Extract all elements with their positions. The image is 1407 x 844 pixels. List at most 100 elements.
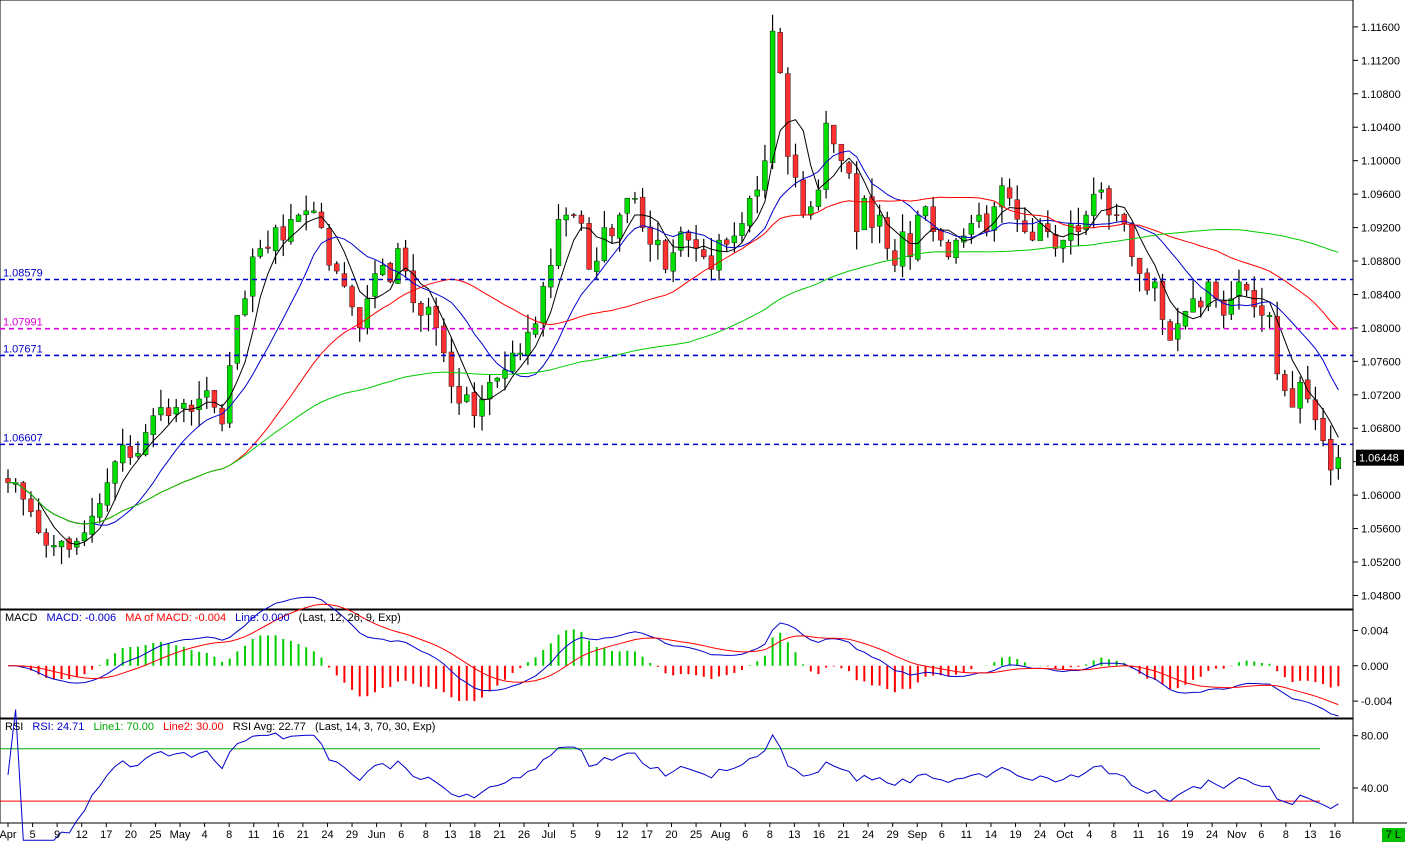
candle-body xyxy=(448,351,455,387)
price-axis-label: 1.11600 xyxy=(1361,22,1400,34)
time-axis-label: 16 xyxy=(272,829,284,841)
candle-body xyxy=(762,160,768,191)
candle-body xyxy=(35,510,42,533)
candle-body xyxy=(792,154,799,178)
candle-body xyxy=(456,386,462,404)
level-label: 1.07671 xyxy=(3,343,43,355)
time-axis-label: 6 xyxy=(398,829,404,841)
candle-body xyxy=(1060,239,1066,249)
candle-body xyxy=(525,331,531,356)
candle-body xyxy=(326,228,332,266)
candle-body xyxy=(571,214,577,216)
candle-body xyxy=(135,453,141,457)
candle-body xyxy=(693,239,699,249)
price-axis-label: 1.08000 xyxy=(1361,323,1401,335)
candle-body xyxy=(1106,188,1112,216)
candle-body xyxy=(815,189,822,207)
candle-body xyxy=(701,249,707,258)
candle-body xyxy=(578,214,585,224)
macd-line-value: Line: 0.000 xyxy=(235,612,290,624)
candle-body xyxy=(349,286,355,308)
candle-body xyxy=(181,402,187,409)
candle-body xyxy=(785,73,791,157)
candle-body xyxy=(938,229,944,241)
candle-body xyxy=(303,210,309,216)
candle-body xyxy=(51,545,57,548)
time-axis-label: 12 xyxy=(76,829,88,841)
candle-body xyxy=(869,196,875,228)
corner-badge[interactable]: 7 L xyxy=(1381,828,1405,842)
level-label: 1.08579 xyxy=(3,267,43,279)
candle-body xyxy=(991,206,997,231)
candle-body xyxy=(662,240,669,270)
price-axis-label: 1.10800 xyxy=(1361,89,1401,101)
price-pane-frame xyxy=(0,0,1354,610)
time-axis-label: 4 xyxy=(202,829,208,841)
time-axis-label: 24 xyxy=(1034,829,1046,841)
time-axis-label: 5 xyxy=(30,829,36,841)
last-price-tag xyxy=(1356,449,1404,466)
price-axis-label: 1.05600 xyxy=(1361,524,1401,536)
level-label: 1.07991 xyxy=(3,317,43,329)
time-axis-label: 12 xyxy=(616,829,628,841)
candle-body xyxy=(746,198,753,226)
candle-body xyxy=(1083,214,1089,230)
price-axis-label: 1.06000 xyxy=(1361,490,1401,502)
candle-body xyxy=(739,223,745,236)
moving-average-line xyxy=(8,150,1339,526)
rsi-line2-value: Line2: 30.00 xyxy=(163,721,224,733)
candle-body xyxy=(219,407,225,425)
time-axis-label: 21 xyxy=(493,829,505,841)
candle-body xyxy=(418,303,424,316)
candle-body xyxy=(861,198,868,231)
candle-body xyxy=(479,398,485,417)
macd-value: MACD: -0.006 xyxy=(46,612,117,624)
price-axis-label: 1.04800 xyxy=(1361,590,1401,602)
time-axis-label: Jun xyxy=(368,829,386,841)
time-axis-label: 25 xyxy=(149,829,161,841)
price-axis-label: 1.10400 xyxy=(1361,122,1401,134)
time-axis-label: 29 xyxy=(887,829,899,841)
candle-body xyxy=(1320,418,1326,441)
candle-body xyxy=(899,231,906,267)
price-axis-label: 1.10000 xyxy=(1361,156,1401,168)
time-axis-label: 19 xyxy=(1181,829,1193,841)
candle-body xyxy=(89,515,95,535)
candle-body xyxy=(464,394,470,402)
candle-body xyxy=(280,226,286,241)
time-axis-label: 16 xyxy=(1157,829,1169,841)
time-axis-label: 11 xyxy=(961,829,972,841)
candle-body xyxy=(1243,284,1250,291)
candle-body xyxy=(395,248,401,284)
candle-body xyxy=(616,214,623,239)
candle-body xyxy=(295,214,302,222)
candle-body xyxy=(1289,388,1296,408)
candle-body xyxy=(831,124,837,145)
candle-body xyxy=(357,307,363,329)
time-axis-label: Apr xyxy=(0,829,17,841)
candle-body xyxy=(112,461,118,484)
time-axis-label: 24 xyxy=(321,829,333,841)
candle-body xyxy=(97,503,103,518)
candle-body xyxy=(594,260,600,272)
time-axis-label: May xyxy=(170,829,191,841)
candle-body xyxy=(1029,231,1036,241)
candle-body xyxy=(81,532,88,542)
candle-body xyxy=(953,239,959,258)
rsi-line1-value: Line1: 70.00 xyxy=(93,721,155,733)
candle-body xyxy=(211,390,218,408)
macd-label: MACD xyxy=(5,612,38,624)
candle-body xyxy=(1335,457,1342,470)
time-axis-label: 17 xyxy=(641,829,653,841)
candle-body xyxy=(1274,316,1280,375)
rsi-title: RSI RSI: 24.71 Line1: 70.00 Line2: 30.00… xyxy=(5,721,441,733)
rsi-pane-frame xyxy=(0,718,1354,824)
candle-body xyxy=(58,540,65,548)
candle-body xyxy=(1220,300,1227,316)
candle-body xyxy=(441,325,447,354)
price-axis-label: 1.09600 xyxy=(1361,189,1401,201)
candle-body xyxy=(655,239,661,246)
time-axis-label: 19 xyxy=(1009,829,1021,841)
macd-signal-value: MA of MACD: -0.004 xyxy=(125,612,227,624)
